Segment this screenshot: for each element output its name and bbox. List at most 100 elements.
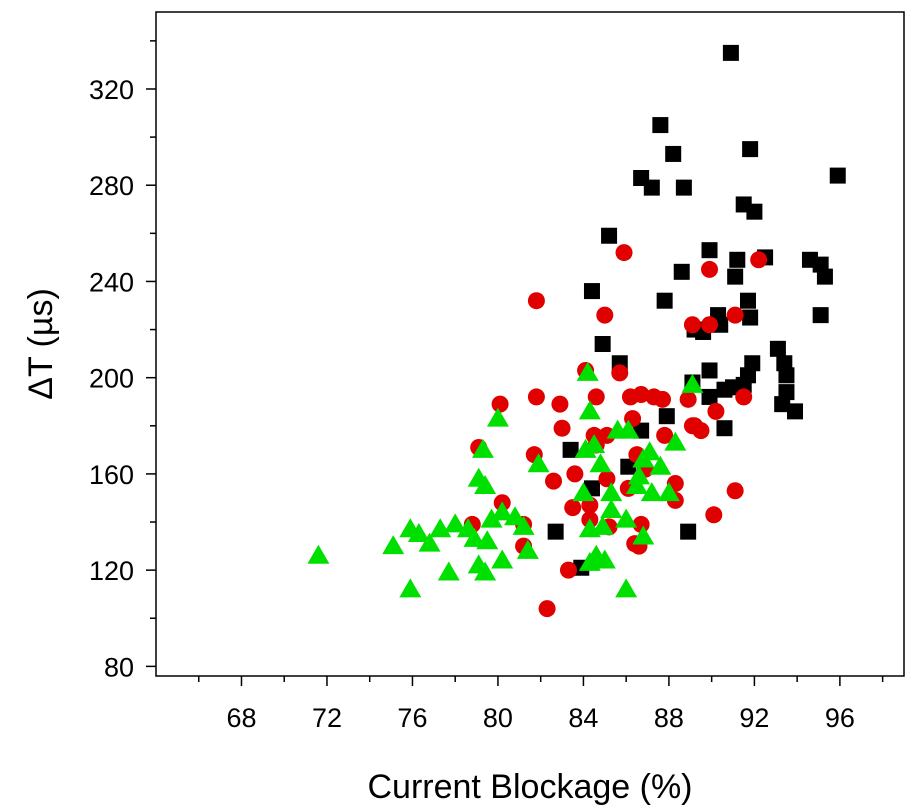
data-point-square <box>729 251 746 268</box>
data-point-triangle <box>527 453 550 473</box>
data-point-circle <box>551 395 569 413</box>
data-point-triangle <box>574 438 597 458</box>
data-point-triangle <box>615 508 638 528</box>
axis-ticks <box>146 40 884 686</box>
data-point-square <box>744 355 761 372</box>
data-point-square <box>778 384 795 401</box>
data-point-triangle <box>491 549 514 569</box>
data-point-triangle <box>593 549 616 569</box>
data-point-circle <box>701 316 719 334</box>
x-tick-label: 72 <box>312 703 342 733</box>
data-point-square <box>673 263 690 280</box>
data-point-triangle <box>437 561 460 581</box>
data-point-triangle <box>606 419 629 439</box>
data-point-circle <box>491 395 509 413</box>
data-point-triangle <box>591 515 614 535</box>
x-tick-label: 80 <box>483 703 513 733</box>
data-point-circle <box>615 244 633 262</box>
data-point-square <box>701 362 718 379</box>
data-points <box>307 44 846 618</box>
data-point-triangle <box>418 532 441 552</box>
data-point-triangle <box>640 482 663 502</box>
data-point-square <box>812 307 829 324</box>
data-point-triangle <box>399 518 422 538</box>
data-point-triangle <box>486 407 509 427</box>
data-point-square <box>816 268 833 285</box>
data-point-square <box>746 203 763 220</box>
data-point-triangle <box>516 539 539 559</box>
x-tick-label: 76 <box>397 703 427 733</box>
data-point-circle <box>527 292 545 310</box>
data-point-circle <box>683 316 701 334</box>
data-point-circle <box>679 390 697 408</box>
data-point-triangle <box>504 506 527 526</box>
data-point-triangle <box>625 474 648 494</box>
data-point-triangle <box>429 518 452 538</box>
data-point-triangle <box>578 400 601 420</box>
data-point-square <box>727 268 744 285</box>
data-point-triangle <box>583 434 606 454</box>
data-point-circle <box>701 260 719 278</box>
data-point-triangle <box>463 527 486 547</box>
y-tick-label: 200 <box>89 364 134 394</box>
data-point-square <box>774 396 791 413</box>
data-point-square <box>583 283 600 300</box>
data-point-triangle <box>600 482 623 502</box>
data-point-circle <box>632 386 650 404</box>
data-point-square <box>735 376 752 393</box>
data-point-square <box>620 458 637 475</box>
data-point-square <box>680 523 697 540</box>
data-point-circle <box>632 515 650 533</box>
data-point-triangle <box>491 501 514 521</box>
data-point-triangle <box>476 530 499 550</box>
data-point-circle <box>692 422 710 440</box>
data-point-square <box>658 408 675 425</box>
y-tick-label: 240 <box>89 267 134 297</box>
data-point-triangle <box>600 499 623 518</box>
data-point-square <box>742 309 759 326</box>
data-point-triangle <box>307 544 330 564</box>
data-point-square <box>769 340 786 357</box>
data-point-triangle <box>681 373 704 393</box>
data-point-triangle <box>572 482 595 502</box>
data-point-square <box>562 441 579 458</box>
data-point-circle <box>527 388 545 406</box>
y-tick-label: 280 <box>89 171 134 201</box>
data-point-triangle <box>382 535 405 555</box>
data-point-square <box>675 179 692 196</box>
data-point-circle <box>598 470 616 488</box>
data-point-triangle <box>474 561 497 581</box>
x-tick-label: 88 <box>654 703 684 733</box>
data-point-triangle <box>444 513 467 533</box>
data-point-triangle <box>471 438 494 458</box>
data-point-triangle <box>664 431 687 451</box>
data-point-triangle <box>632 525 655 545</box>
data-point-square <box>652 117 669 134</box>
data-point-triangle <box>512 515 535 535</box>
data-point-square <box>601 227 618 244</box>
y-tick-label: 160 <box>89 460 134 490</box>
data-point-circle <box>538 600 556 618</box>
data-point-square <box>594 336 611 352</box>
data-point-triangle <box>638 441 661 461</box>
tick-labels: 68 72 76 80 84 88 92 96 80 120 160 200 240 280 320 <box>89 75 855 733</box>
y-tick-label: 80 <box>104 652 134 682</box>
data-point-circle <box>611 364 629 382</box>
data-point-square <box>633 422 650 439</box>
data-point-square <box>787 403 804 420</box>
y-axis-title: ΔT (µs) <box>22 288 60 400</box>
data-point-square <box>643 179 660 196</box>
data-point-square <box>776 355 793 372</box>
data-point-square <box>829 167 846 184</box>
data-point-circle <box>705 506 723 524</box>
data-point-triangle <box>474 474 497 494</box>
y-tick-label: 320 <box>89 75 134 105</box>
x-tick-label: 92 <box>739 703 769 733</box>
data-point-square <box>701 242 718 259</box>
data-point-square <box>812 256 829 273</box>
data-point-circle <box>553 419 571 437</box>
data-point-triangle <box>657 482 680 502</box>
data-point-circle <box>587 388 605 406</box>
data-point-circle <box>750 251 768 269</box>
